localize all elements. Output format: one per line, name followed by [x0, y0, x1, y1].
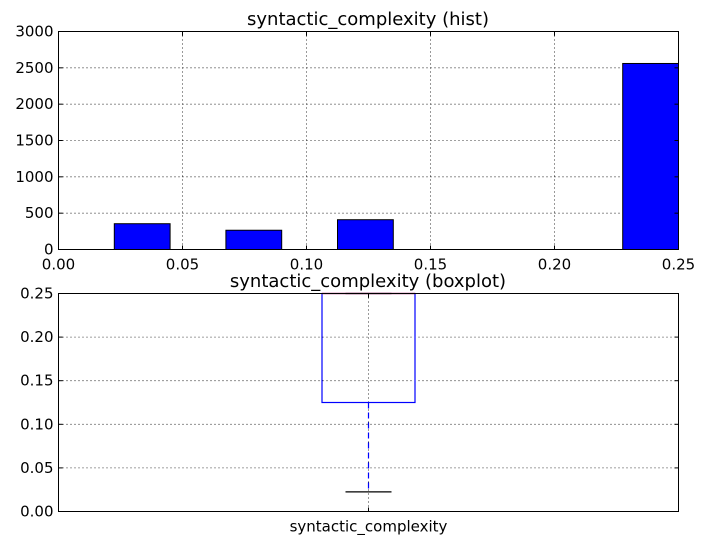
histogram-y-tick-label: 0: [44, 241, 54, 259]
boxplot-y-ticks: 0.00 0.05 0.10 0.15 0.20 0.25: [20, 285, 679, 521]
boxplot-x-ticks: syntactic_complexity: [290, 293, 448, 537]
histogram-bar: [337, 219, 394, 250]
histogram-y-tick-label: 500: [25, 204, 54, 222]
histogram-y-tick-label: 3000: [15, 23, 53, 41]
histogram-title: syntactic_complexity (hist): [247, 9, 489, 30]
histogram-grid: [58, 31, 679, 250]
boxplot-y-tick-label: 0.25: [20, 285, 53, 303]
boxplot-y-tick-label: 0.05: [20, 459, 53, 477]
histogram-bar: [225, 229, 283, 250]
histogram-y-tick-label: 1500: [15, 132, 53, 150]
histogram-bar: [622, 62, 680, 251]
histogram-x-tick-label: 0.25: [662, 256, 695, 274]
boxplot-y-tick-label: 0.10: [20, 415, 53, 433]
boxplot-y-tick-label: 0.15: [20, 372, 53, 390]
histogram-y-tick-label: 2000: [15, 95, 53, 113]
histogram-x-tick-label: 0.00: [42, 256, 75, 274]
histogram-x-tick-label: 0.15: [414, 256, 447, 274]
boxplot-subplot: 0.00 0.05 0.10 0.15 0.20 0.25 syntactic_compl…: [20, 271, 679, 537]
histogram-bar: [113, 223, 171, 251]
boxplot-y-tick-label: 0.00: [20, 503, 53, 521]
histogram-y-tick-label: 2500: [15, 59, 53, 77]
histogram-y-ticks: 0 500 1000 1500 2000 2500 3000: [15, 23, 679, 259]
histogram-x-tick-label: 0.05: [166, 256, 199, 274]
histogram-x-tick-label: 0.20: [538, 256, 571, 274]
histogram-x-ticks: 0.00 0.05 0.10 0.15 0.20 0.25: [42, 31, 695, 274]
histogram-x-tick-label: 0.10: [290, 256, 323, 274]
boxplot-x-tick-label: syntactic_complexity: [290, 518, 448, 537]
boxplot-y-tick-label: 0.20: [20, 328, 53, 346]
histogram-subplot: syntactic_complexity (hist) 0.00 0.05 0.10…: [15, 9, 695, 274]
histogram-bars: [113, 62, 680, 251]
boxplot-title: syntactic_complexity (boxplot): [230, 271, 506, 292]
histogram-y-tick-label: 1000: [15, 168, 53, 186]
